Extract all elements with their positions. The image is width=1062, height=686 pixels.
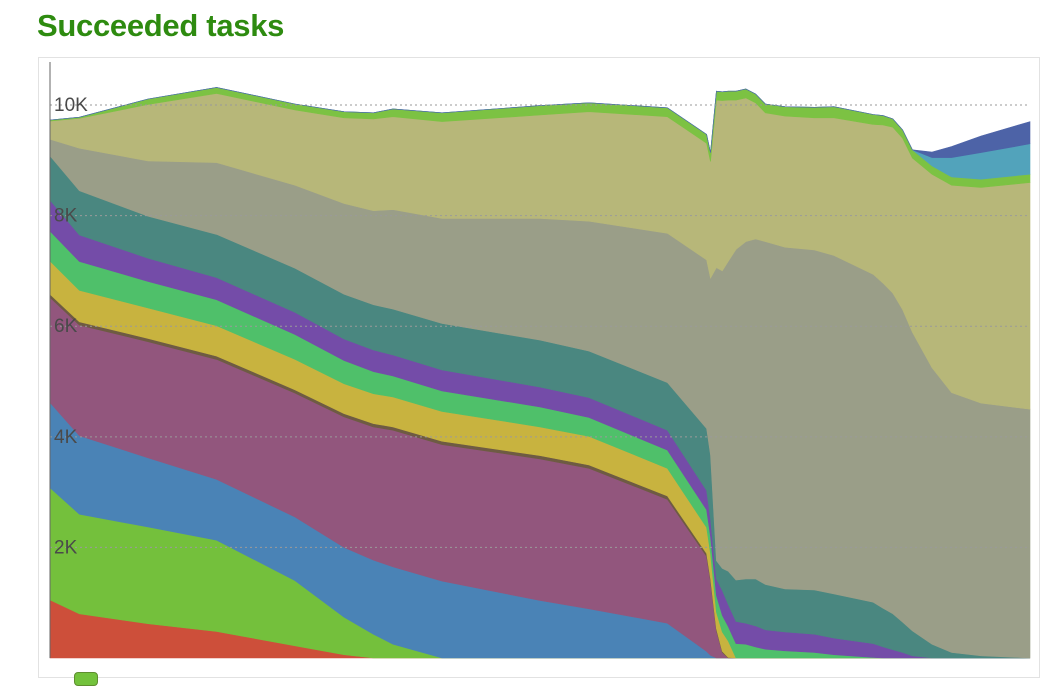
- grid-lines: [50, 104, 1030, 548]
- y-tick-label: 4K: [54, 427, 78, 448]
- area-series-group: [49, 87, 1031, 659]
- y-tick-labels: 2K 4K 6K 8K 10K: [54, 95, 88, 558]
- y-tick-label: 8K: [54, 206, 78, 227]
- y-tick-label: 2K: [54, 537, 78, 558]
- succeeded-tasks-stacked-area-chart: 2K 4K 6K 8K 10K: [49, 62, 1031, 659]
- chart-panel: 2K 4K 6K 8K 10K: [38, 57, 1040, 678]
- y-tick-label: 6K: [54, 316, 78, 337]
- page-title: Succeeded tasks: [37, 8, 285, 43]
- area-series-14[interactable]: [49, 87, 1031, 158]
- y-tick-label: 10K: [54, 95, 88, 116]
- legend-swatch[interactable]: [74, 672, 98, 686]
